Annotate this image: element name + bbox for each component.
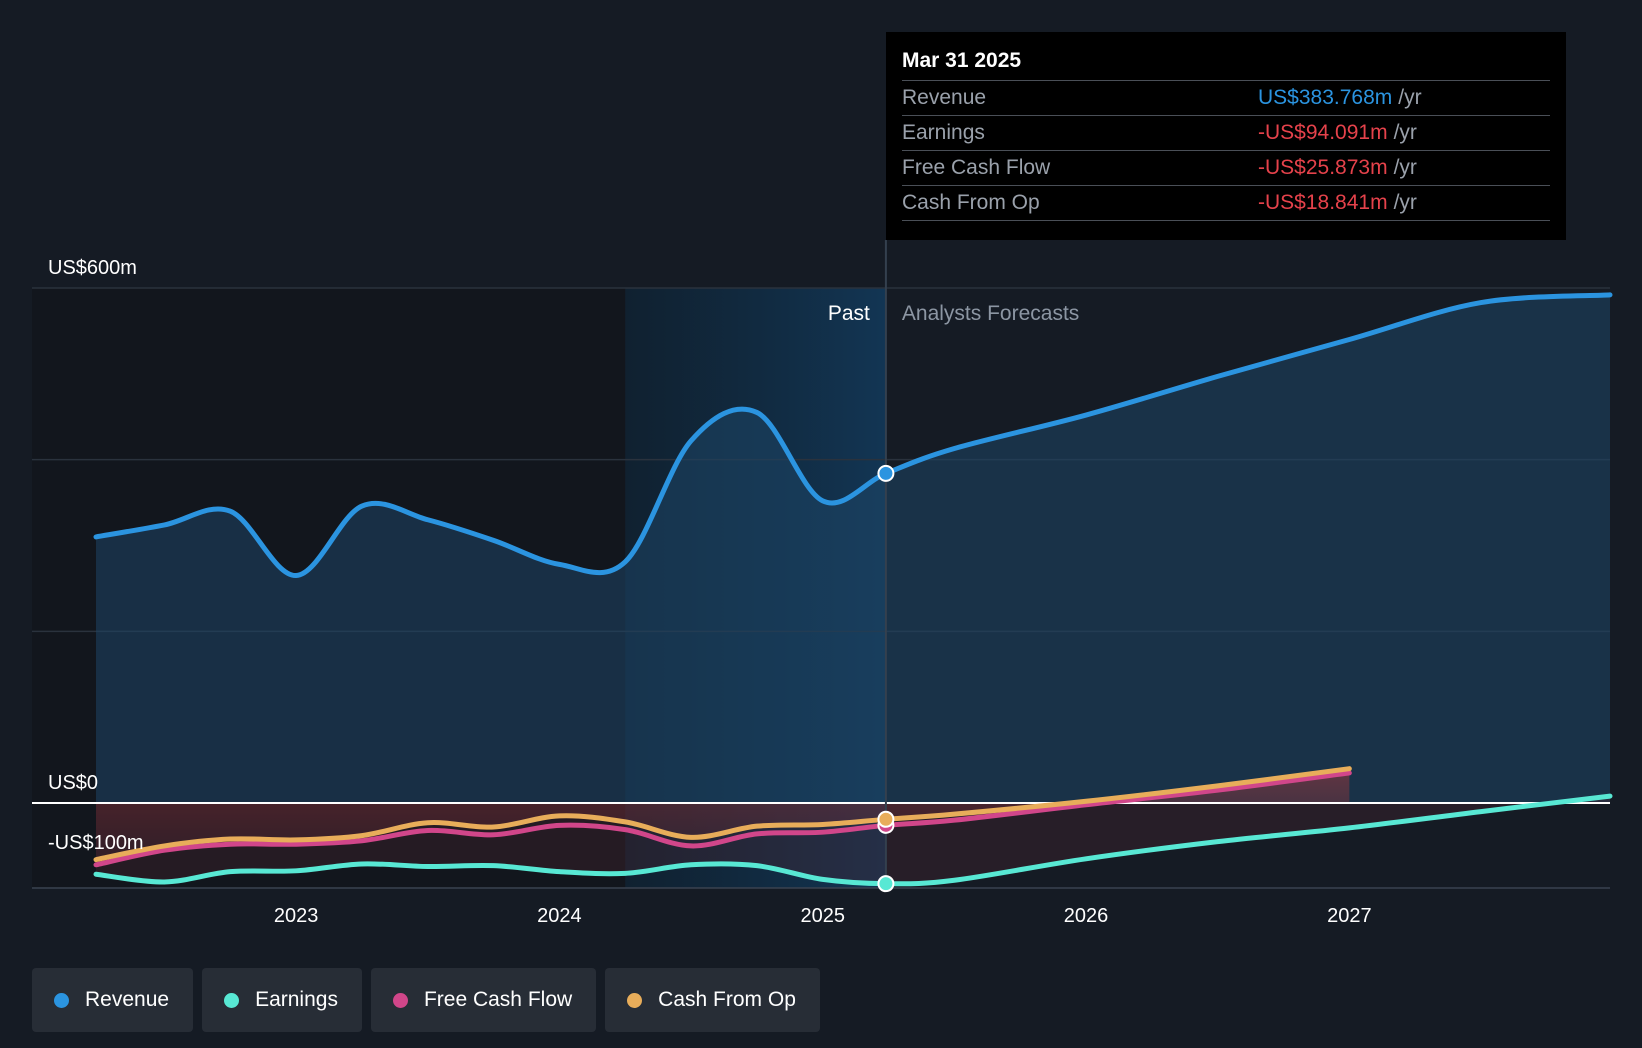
tooltip-label: Earnings <box>902 121 985 144</box>
chart: US$600m US$0 -US$100m 2023 2024 2025 2026 2027… <box>32 240 1613 927</box>
x-tick-label: 2023 <box>274 905 319 927</box>
forecast-label: Analysts Forecasts <box>902 302 1079 325</box>
cash-area <box>96 768 1350 860</box>
tooltip: Mar 31 2025 Revenue US$383.768m /yr Earn… <box>886 32 1566 240</box>
series-lines <box>93 292 1613 887</box>
tooltip-value: US$383.768m <box>1258 86 1393 109</box>
tooltip-value: -US$94.091m <box>1258 121 1388 144</box>
revenue-area <box>96 294 1610 803</box>
legend: Revenue Earnings Free Cash Flow Cash Fro… <box>32 968 820 1032</box>
marker-earnings <box>877 875 895 893</box>
series-areas <box>96 294 1610 884</box>
past-label: Past <box>828 302 870 325</box>
tooltip-unit: /yr <box>1398 86 1422 109</box>
tooltip-row-earnings: Earnings -US$94.091m /yr <box>902 115 1550 150</box>
tooltip-unit: /yr <box>1393 191 1417 214</box>
marker-cash-from-op <box>877 810 895 828</box>
marker-revenue <box>877 464 895 482</box>
y-tick-label: US$0 <box>48 772 98 794</box>
y-tick-label: -US$100m <box>48 832 144 854</box>
free-cash-flow-dot-icon <box>392 992 408 1008</box>
series-line-earnings <box>93 793 1613 887</box>
tooltip-value: -US$18.841m <box>1258 191 1388 214</box>
legend-label: Cash From Op <box>658 988 796 1011</box>
y-axis-labels: US$600m US$0 -US$100m <box>48 257 144 854</box>
tooltip-row-revenue: Revenue US$383.768m /yr <box>902 80 1550 115</box>
tooltip-label: Revenue <box>902 86 987 109</box>
x-tick-label: 2025 <box>800 905 845 927</box>
legend-label: Revenue <box>85 988 170 1011</box>
y-tick-label: US$600m <box>48 257 137 279</box>
tooltip-unit: /yr <box>1393 156 1417 179</box>
legend-item-cash-from-op[interactable]: Cash From Op <box>605 968 820 1032</box>
series-line-free-cash-flow <box>93 770 1352 868</box>
tooltip-label: Cash From Op <box>902 191 1040 214</box>
cutoff-markers <box>877 464 895 893</box>
tooltip-row-cash-from-op: Cash From Op -US$18.841m /yr <box>902 185 1550 221</box>
tooltip-label: Free Cash Flow <box>902 156 1051 179</box>
series-line-revenue <box>93 292 1613 579</box>
x-tick-label: 2026 <box>1064 905 1109 927</box>
revenue-dot-icon <box>54 992 69 1008</box>
legend-item-revenue[interactable]: Revenue <box>32 968 194 1032</box>
x-axis-labels: 2023 2024 2025 2026 2027 <box>274 905 1372 927</box>
tooltip-unit: /yr <box>1393 121 1417 144</box>
earnings-dot-icon <box>224 992 240 1008</box>
tooltip-date: Mar 31 2025 <box>902 49 1022 72</box>
legend-item-free-cash-flow[interactable]: Free Cash Flow <box>370 968 597 1032</box>
legend-label: Earnings <box>255 988 338 1011</box>
cash-from-op-dot-icon <box>627 992 643 1008</box>
earnings-area <box>96 796 1610 884</box>
legend-label: Free Cash Flow <box>423 988 573 1011</box>
series-line-cash-from-op <box>93 766 1352 863</box>
legend-item-earnings[interactable]: Earnings <box>202 968 362 1032</box>
tooltip-row-free-cash-flow: Free Cash Flow -US$25.873m /yr <box>902 150 1550 185</box>
tooltip-value: -US$25.873m <box>1258 156 1388 179</box>
x-tick-label: 2024 <box>537 905 582 927</box>
x-tick-label: 2027 <box>1327 905 1372 927</box>
